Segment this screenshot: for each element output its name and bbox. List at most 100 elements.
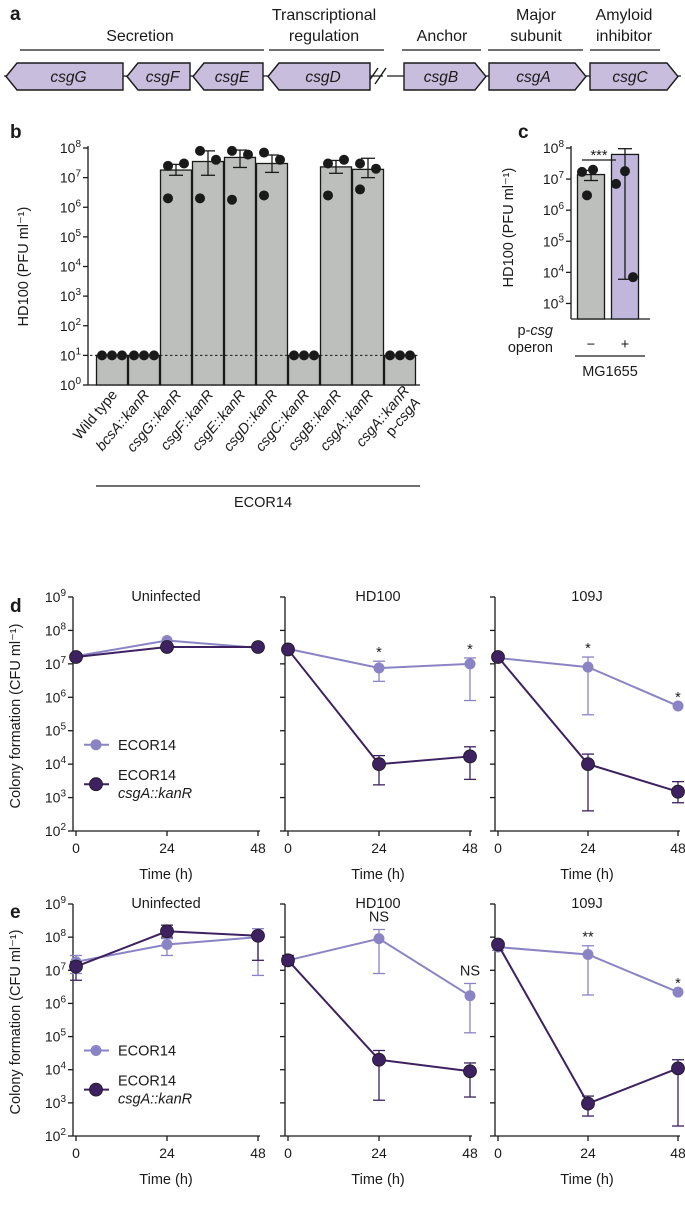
b-point-3-2 [195, 193, 205, 204]
gene-label-csgE: csgE [215, 69, 250, 86]
e-y-axis-title: Colony formation (CFU ml⁻¹) [8, 930, 24, 1115]
panel-label-b: b [10, 122, 22, 143]
d-point-2-0-1 [582, 661, 594, 673]
gene-label-csgF: csgF [146, 69, 181, 86]
c-ytick-label-0: 103 [543, 294, 565, 311]
d-xtick-label-0-2: 48 [250, 840, 266, 856]
b-point-7-1 [339, 154, 349, 165]
b-point-7-0 [323, 158, 333, 169]
e-xtick-label-0-2: 48 [250, 1145, 266, 1161]
d-ytick-label-5: 107 [45, 655, 67, 672]
e-sig-1-2: NS [460, 963, 480, 979]
group-label-4: Amyloid inhibitor [596, 7, 653, 45]
d-xtick-label-1-2: 48 [462, 840, 478, 856]
b-point-1-1 [139, 350, 149, 361]
b-point-4-2 [227, 194, 237, 205]
b-point-3-1 [211, 154, 221, 165]
e-subplot-title-1: HD100 [355, 896, 400, 912]
d-sig-2-2: * [675, 690, 681, 706]
b-ytick-label-1: 101 [60, 346, 82, 363]
e-xtick-label-0-0: 0 [72, 1145, 80, 1161]
gene-arrow-csgF [126, 62, 191, 91]
b-point-8-0 [355, 158, 365, 169]
b-ytick-label-8: 108 [60, 139, 82, 156]
e-x-axis-title-2: Time (h) [560, 1172, 613, 1188]
e-subplot-title-0: Uninfected [131, 896, 200, 912]
b-point-7-2 [323, 190, 333, 201]
d-ytick-label-6: 108 [45, 621, 67, 638]
d-ytick-label-7: 109 [45, 588, 67, 605]
b-point-8-1 [371, 163, 381, 174]
b-bar-7 [319, 166, 353, 386]
e-xtick-label-2-0: 0 [494, 1145, 502, 1161]
b-bar-4 [223, 156, 257, 386]
panel-label-a: a [10, 4, 21, 25]
d-point-1-0-2 [464, 658, 476, 670]
b-point-2-0 [163, 160, 173, 171]
d-point-2-0-2 [672, 700, 684, 712]
b-bar-5 [255, 162, 289, 386]
d-legend-label-1: ECOR14 [118, 768, 176, 784]
d-legend-label-2: csgA::kanR [118, 786, 193, 802]
b-point-1-0 [129, 350, 139, 361]
e-ytick-label-6: 108 [45, 928, 67, 945]
d-sig-2-1: * [585, 641, 591, 657]
b-ytick-label-6: 106 [60, 198, 82, 215]
e-point-2-1-1 [581, 1096, 595, 1111]
b-point-3-0 [195, 145, 205, 156]
c-ytick-label-1: 104 [543, 263, 565, 280]
d-x-axis-title-0: Time (h) [139, 867, 192, 883]
b-ytick-label-3: 103 [60, 287, 82, 304]
e-legend-marker-1 [89, 1082, 103, 1097]
gene-label-csgG: csgG [50, 69, 86, 86]
e-sig-2-1: ** [582, 930, 594, 946]
e-sig-1-1: NS [369, 910, 389, 926]
d-point-1-0-1 [373, 662, 385, 674]
d-ytick-label-0: 102 [45, 822, 67, 839]
e-ytick-label-7: 109 [45, 895, 67, 912]
c-row-label: p-csg [518, 323, 553, 339]
b-point-5-1 [275, 154, 285, 165]
e-point-0-1-0 [69, 959, 83, 974]
panel-label-c: c [518, 122, 529, 143]
e-point-1-0-2 [464, 990, 476, 1002]
d-y-axis-title: Colony formation (CFU ml⁻¹) [8, 624, 24, 809]
panel-label-d: d [10, 596, 22, 617]
d-subplot-title-2: 109J [571, 589, 602, 605]
d-point-0-1-1 [160, 640, 174, 654]
d-subplot-title-0: Uninfected [131, 589, 200, 605]
e-xtick-label-1-2: 48 [462, 1145, 478, 1161]
b-point-5-0 [259, 147, 269, 158]
d-point-0-1-2 [251, 640, 265, 654]
e-legend-label-1: ECOR14 [118, 1074, 176, 1090]
e-x-axis-title-1: Time (h) [351, 1172, 404, 1188]
d-point-2-1-1 [581, 757, 595, 772]
c-point-0-0 [588, 164, 598, 175]
e-sig-2-2: * [675, 976, 681, 992]
e-legend-label-0: ECOR14 [118, 1043, 176, 1059]
b-ytick-label-7: 107 [60, 169, 82, 186]
e-legend-label-2: csgA::kanR [118, 1092, 193, 1108]
d-point-1-1-0 [281, 642, 295, 657]
e-point-2-1-0 [491, 937, 505, 952]
c-point-0-2 [582, 190, 592, 201]
d-sig-1-2: * [467, 642, 473, 658]
d-xtick-label-2-1: 24 [580, 840, 596, 856]
b-point-4-0 [227, 145, 237, 156]
d-xtick-label-2-0: 0 [494, 840, 502, 856]
gene-label-csgD: csgD [305, 69, 340, 86]
d-xtick-label-0-0: 0 [72, 840, 80, 856]
c-ytick-label-4: 107 [543, 170, 565, 187]
d-ytick-label-1: 103 [45, 789, 67, 806]
e-ytick-label-2: 104 [45, 1061, 67, 1078]
panel-label-e: e [10, 902, 21, 923]
b-point-1-2 [149, 350, 159, 361]
c-group-label: MG1655 [582, 364, 638, 380]
d-x-axis-title-2: Time (h) [560, 867, 613, 883]
c-cat-label-0: − [587, 337, 595, 353]
e-ytick-label-4: 106 [45, 994, 67, 1011]
group-label-3: Major subunit [510, 7, 562, 45]
b-ytick-label-5: 105 [60, 228, 82, 245]
d-subplot-title-1: HD100 [355, 589, 400, 605]
